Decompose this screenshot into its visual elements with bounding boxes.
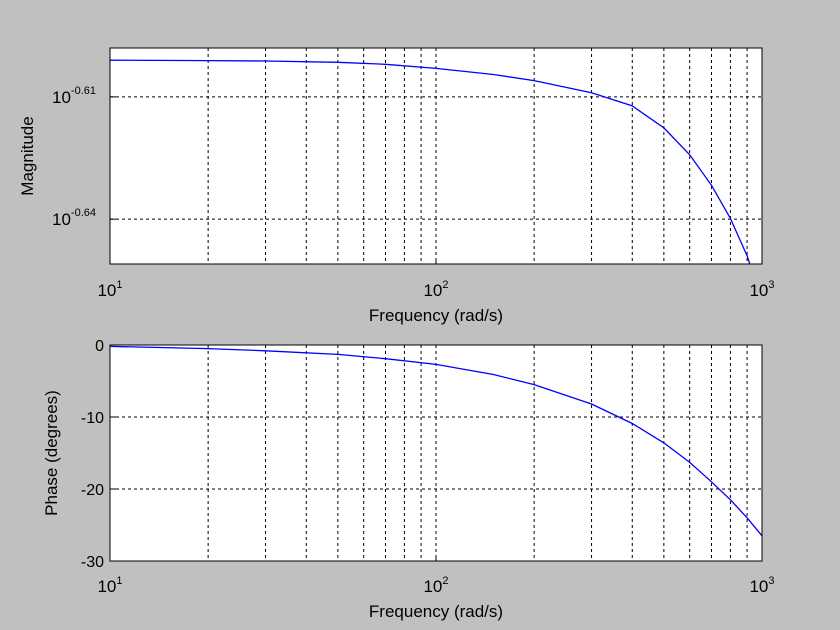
y-tick-label: -10 [81,410,104,427]
y-tick-label: -20 [81,482,104,499]
x-tick-label: 103 [749,575,774,596]
y-tick-label: 10-0.64 [52,207,96,229]
x-tick-label: 101 [97,279,122,300]
x-tick-label: 101 [97,575,122,596]
y-tick-label: -30 [81,554,104,571]
x-tick-label: 102 [423,279,448,300]
data-line [110,345,762,537]
x-axis-label: Frequency (rad/s) [369,306,503,325]
y-tick-label: 10-0.61 [52,85,96,107]
x-tick-label: 102 [423,575,448,596]
phase-plot: 101 102 103 0 -10 -20 -30 Frequency (rad/s) Phas… [42,338,775,621]
y-tick-label: 0 [95,338,104,355]
x-axis-label: Frequency (rad/s) [369,602,503,621]
x-tick-label: 103 [749,279,774,300]
magnitude-plot: 101 102 103 10-0.61 10-0.64 Frequency (rad/s)… [18,47,775,325]
y-axis-label: Phase (degrees) [42,390,61,516]
data-line [110,59,751,264]
y-axis-label: Magnitude [18,116,37,195]
